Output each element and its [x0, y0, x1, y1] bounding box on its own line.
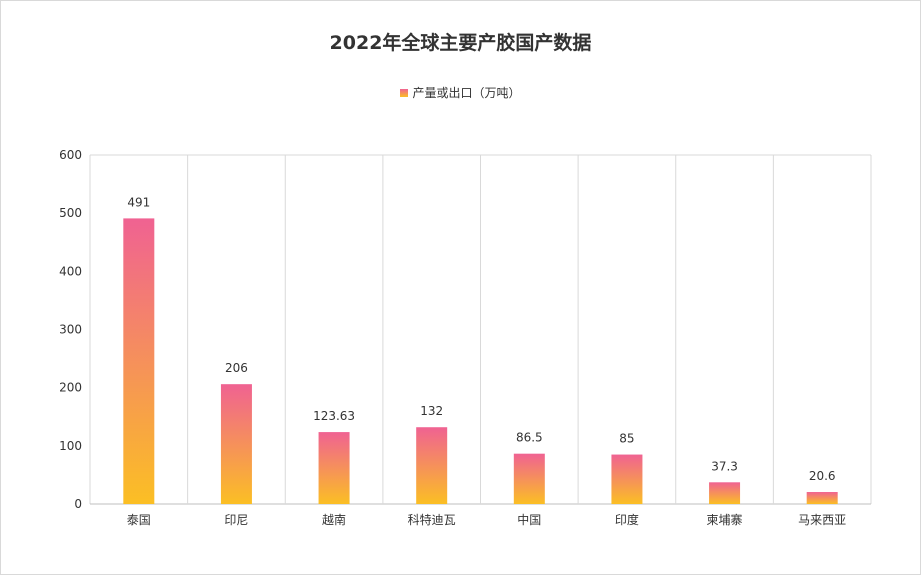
x-category-label: 科特迪瓦	[408, 512, 456, 527]
data-label: 37.3	[711, 459, 738, 473]
y-tick-label: 500	[59, 206, 82, 220]
data-label: 123.63	[313, 409, 355, 423]
y-tick-label: 200	[59, 381, 82, 395]
x-category-label: 柬埔寨	[707, 512, 743, 527]
legend[interactable]: 产量或出口（万吨）	[0, 84, 921, 101]
data-label: 20.6	[809, 469, 836, 483]
bar	[513, 453, 545, 504]
data-label: 85	[619, 432, 634, 446]
chart-title: 2022年全球主要产胶国产数据	[329, 32, 592, 54]
x-category-label: 印度	[615, 512, 639, 527]
x-category-label: 印尼	[224, 513, 248, 527]
bar	[123, 218, 155, 504]
legend-label: 产量或出口（万吨）	[412, 86, 521, 100]
x-category-label: 泰国	[127, 513, 151, 527]
bar	[220, 384, 252, 504]
y-tick-label: 600	[59, 148, 82, 162]
bar	[709, 482, 741, 504]
data-label: 86.5	[516, 431, 543, 445]
data-label: 206	[225, 361, 248, 375]
legend-swatch	[400, 88, 409, 97]
data-label: 132	[420, 404, 443, 418]
bar	[416, 427, 448, 504]
bar	[611, 454, 643, 504]
bar	[318, 432, 350, 504]
y-tick-label: 400	[59, 264, 82, 278]
x-category-label: 马来西亚	[798, 513, 846, 527]
y-tick-label: 300	[59, 323, 82, 337]
x-category-label: 越南	[322, 512, 346, 527]
y-tick-label: 0	[74, 497, 82, 511]
y-tick-label: 100	[59, 439, 82, 453]
data-label: 491	[127, 195, 150, 209]
bar	[806, 492, 838, 504]
x-category-label: 中国	[517, 512, 541, 527]
